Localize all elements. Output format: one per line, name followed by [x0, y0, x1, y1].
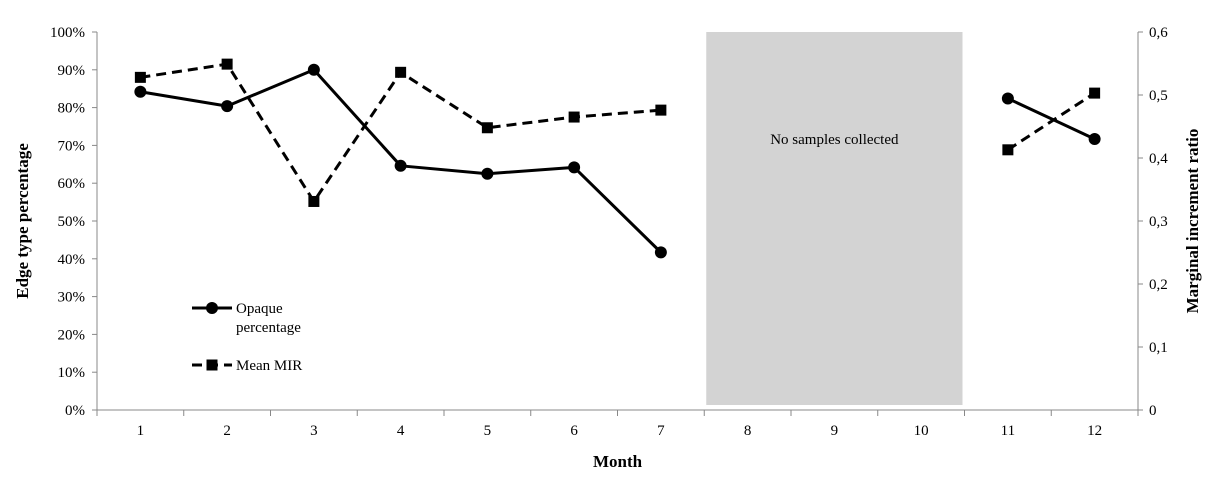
opaque-percentage-point: [481, 167, 494, 180]
mean-mir-point: [221, 58, 233, 70]
mean-mir-point: [1089, 87, 1101, 99]
opaque-percentage-point: [221, 100, 234, 113]
left-tick-label: 100%: [50, 25, 85, 41]
right-tick-label: 0,4: [1149, 151, 1168, 167]
mean-mir-point: [308, 195, 320, 207]
x-tick-label: 6: [570, 423, 578, 439]
legend-opaque-percentage-label: Opaque: [236, 301, 283, 317]
legend-opaque-percentage-marker: [206, 302, 218, 314]
x-tick-label: 7: [657, 423, 665, 439]
x-tick-label: 3: [310, 423, 318, 439]
left-tick-label: 60%: [58, 176, 86, 192]
left-tick-label: 10%: [58, 365, 86, 381]
right-tick-label: 0,2: [1149, 277, 1168, 293]
left-tick-label: 40%: [58, 252, 86, 268]
legend-mean-mir-marker: [206, 359, 218, 371]
left-tick-label: 50%: [58, 214, 86, 230]
x-tick-label: 4: [397, 423, 405, 439]
opaque-percentage-point: [654, 246, 667, 259]
opaque-percentage-point: [134, 85, 147, 98]
x-tick-label: 10: [914, 423, 929, 439]
mean-mir-point: [1002, 144, 1014, 156]
mean-mir-point: [655, 104, 667, 116]
legend-opaque-percentage-label: percentage: [236, 320, 301, 336]
mean-mir-point: [568, 111, 580, 123]
left-tick-label: 80%: [58, 101, 86, 117]
mean-mir-point: [395, 66, 407, 78]
left-tick-label: 70%: [58, 138, 86, 154]
legend-mean-mir-label: Mean MIR: [236, 358, 302, 374]
mean-mir-series-line: [1007, 91, 1096, 152]
x-tick-label: 12: [1087, 423, 1102, 439]
x-tick-label: 8: [744, 423, 752, 439]
right-tick-label: 0: [1149, 403, 1157, 419]
no-samples-shaded-region: [706, 32, 963, 405]
opaque-percentage-point: [1088, 132, 1101, 145]
mean-mir-series-line: [140, 62, 661, 203]
x-tick-label: 11: [1001, 423, 1015, 439]
opaque-percentage-point: [1001, 92, 1014, 105]
left-tick-label: 30%: [58, 290, 86, 306]
x-axis-title: Month: [593, 452, 643, 471]
left-tick-label: 90%: [58, 63, 86, 79]
opaque-percentage-point: [394, 159, 407, 172]
right-y-axis-title: Marginal increment ratio: [1183, 129, 1202, 314]
left-y-axis-title: Edge type percentage: [13, 143, 32, 299]
x-tick-label: 1: [137, 423, 145, 439]
right-tick-label: 0,1: [1149, 340, 1168, 356]
left-tick-label: 0%: [65, 403, 85, 419]
x-tick-label: 5: [484, 423, 492, 439]
right-tick-label: 0,5: [1149, 88, 1168, 104]
opaque-percentage-series-line: [1007, 97, 1096, 141]
right-tick-label: 0,6: [1149, 25, 1168, 41]
x-tick-label: 9: [831, 423, 839, 439]
no-samples-annotation: No samples collected: [770, 132, 899, 148]
mean-mir-point: [481, 122, 493, 134]
opaque-percentage-point: [307, 63, 320, 76]
mean-mir-point: [134, 71, 146, 83]
x-tick-label: 2: [223, 423, 231, 439]
right-tick-label: 0,3: [1149, 214, 1168, 230]
opaque-percentage-point: [568, 161, 581, 174]
left-tick-label: 20%: [58, 327, 86, 343]
